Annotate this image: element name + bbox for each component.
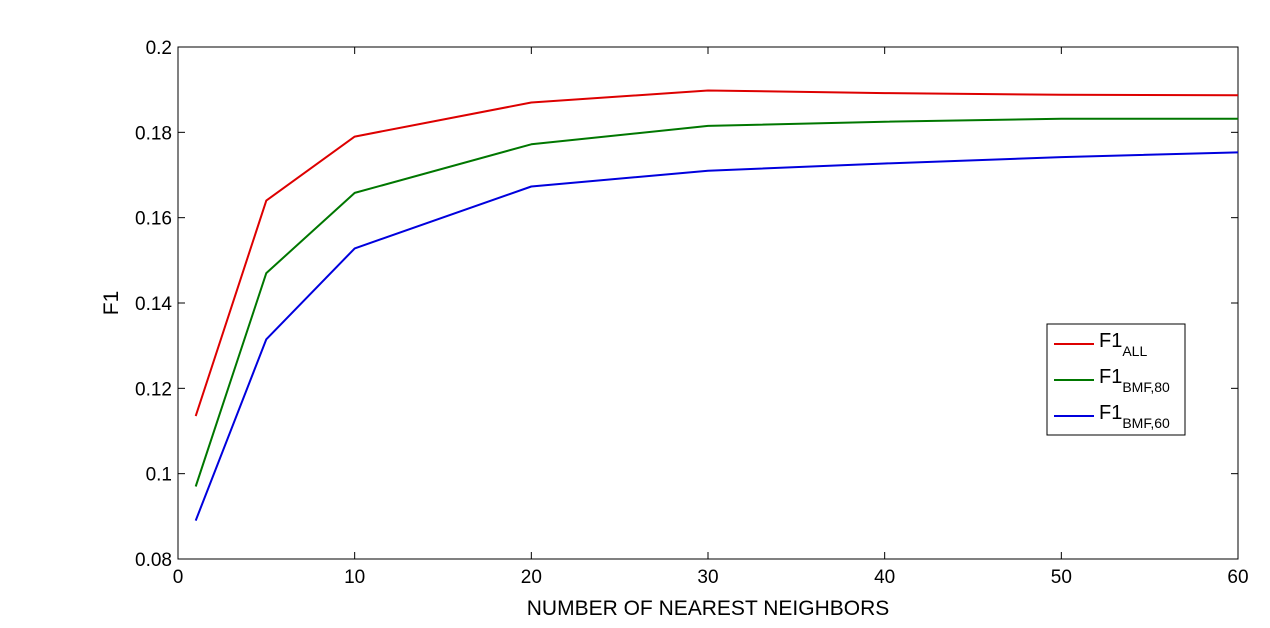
x-tick-label: 10 (344, 567, 365, 588)
legend-label-subscript: BMF,80 (1122, 379, 1170, 395)
y-tick-label: 0.2 (146, 38, 172, 59)
series-line-bmf-80 (194, 117, 1238, 487)
x-tick-label: 50 (1051, 567, 1072, 588)
y-tick-label: 0.16 (135, 209, 172, 230)
x-tick-label: 60 (1227, 567, 1248, 588)
x-tick-label: 40 (874, 567, 895, 588)
y-tick-label: 0.1 (146, 465, 172, 486)
legend-label-base: F1 (1099, 330, 1122, 352)
legend-label-subscript: BMF,60 (1122, 415, 1170, 431)
series-line-bmf-60 (194, 151, 1239, 521)
x-tick-label: 20 (521, 567, 542, 588)
legend-label: F1BMF,60 (1099, 402, 1170, 431)
legend-label: F1BMF,80 (1099, 366, 1170, 395)
series-line-all (194, 89, 1239, 417)
x-axis-title: NUMBER OF NEAREST NEIGHBORS (527, 597, 890, 620)
x-tick-label: 30 (697, 567, 718, 588)
legend-label: F1ALL (1099, 330, 1147, 359)
x-axis-ticks: 0 10 20 30 40 50 60 (173, 47, 1249, 588)
plot-area (177, 46, 1239, 560)
y-tick-label: 0.12 (135, 379, 172, 400)
y-tick-label: 0.18 (135, 123, 172, 144)
legend-label-base: F1 (1099, 366, 1122, 388)
x-tick-label: 0 (173, 567, 184, 588)
y-tick-label: 0.08 (135, 550, 172, 571)
legend-label-base: F1 (1099, 402, 1122, 424)
legend-label-subscript: ALL (1122, 343, 1147, 359)
y-axis-title: F1 (100, 291, 123, 316)
series-lines (194, 89, 1239, 521)
y-tick-label: 0.14 (135, 294, 172, 315)
y-axis-ticks: 0.08 0.1 0.12 0.14 0.16 0.18 0.2 (135, 38, 1238, 571)
